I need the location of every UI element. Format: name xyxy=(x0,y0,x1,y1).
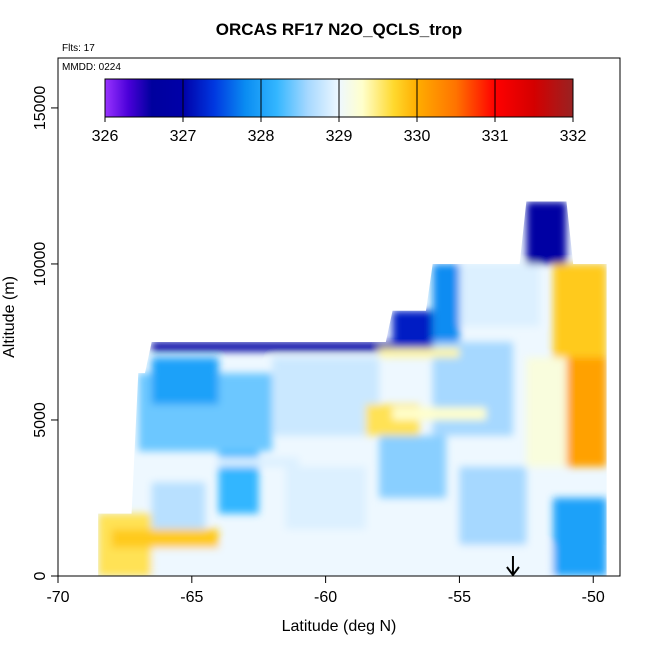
heatmap-region xyxy=(459,466,527,545)
x-axis-label: Latitude (deg N) xyxy=(282,618,397,635)
colorbar-tick-label: 329 xyxy=(326,128,353,145)
heatmap-region xyxy=(98,544,607,576)
x-tick-label: -65 xyxy=(180,589,203,606)
flights-annotation: Flts: 17 xyxy=(62,43,95,54)
colorbar-tick-label: 326 xyxy=(92,128,119,145)
heatmap-region xyxy=(379,435,447,498)
date-annotation: MMDD: 0224 xyxy=(62,62,121,73)
heatmap-region xyxy=(272,357,380,436)
x-axis: -70 -65 -60 -55 -50 xyxy=(46,575,605,606)
x-tick-label: -60 xyxy=(314,589,337,606)
heatmap-region xyxy=(285,466,366,530)
y-tick-label: 5000 xyxy=(32,402,49,438)
colorbar-tick-label: 331 xyxy=(482,128,509,145)
heatmap-region xyxy=(151,357,219,405)
y-tick-label: 0 xyxy=(32,571,49,580)
heatmap-region xyxy=(553,497,607,576)
heatmap-region xyxy=(379,348,460,358)
chart-title: ORCAS RF17 N2O_QCLS_trop xyxy=(216,20,463,39)
colorbar-tick-label: 332 xyxy=(560,128,587,145)
heatmap-region xyxy=(459,263,540,327)
y-tick-label: 15000 xyxy=(32,86,49,131)
heatmap-region xyxy=(151,341,393,352)
y-axis-label: Altitude (m) xyxy=(1,276,18,358)
heatmap-region xyxy=(392,407,487,420)
x-tick-label: -55 xyxy=(448,589,471,606)
heatmap-regions xyxy=(98,201,607,576)
x-tick-label: -70 xyxy=(46,589,69,606)
heatmap-region xyxy=(553,263,607,358)
x-tick-label: -50 xyxy=(582,589,605,606)
colorbar: 326 327 328 329 330 331 332 xyxy=(92,78,587,145)
colorbar-ticks: 326 327 328 329 330 331 332 xyxy=(92,79,587,145)
colorbar-tick-label: 330 xyxy=(404,128,431,145)
y-axis: 0 5000 10000 15000 xyxy=(32,86,59,580)
colorbar-tick-label: 327 xyxy=(170,128,197,145)
colorbar-tick-label: 328 xyxy=(248,128,275,145)
heatmap-region xyxy=(432,263,460,342)
y-tick-label: 10000 xyxy=(32,242,49,287)
heatmap-region xyxy=(218,457,299,467)
heatmap-region xyxy=(526,201,567,264)
heatmap-region xyxy=(111,529,219,548)
heatmap-region xyxy=(526,357,567,467)
latitude-marker-arrow xyxy=(506,556,520,577)
